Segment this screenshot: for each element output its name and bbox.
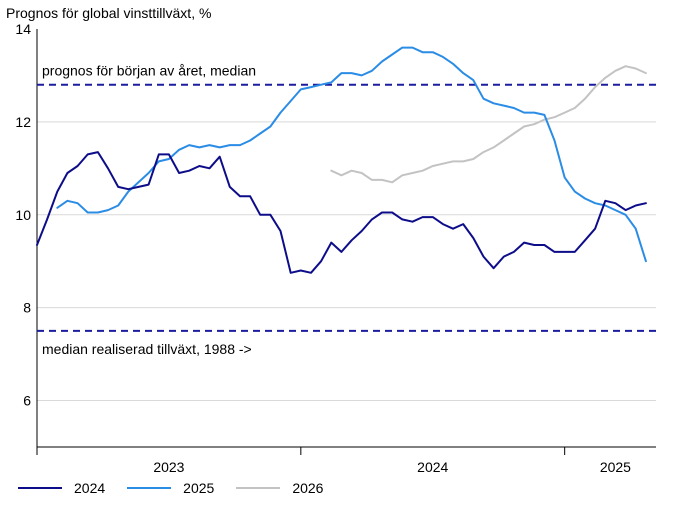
x-tick-label: 2024: [417, 459, 448, 475]
series-line-2026: [330, 65, 647, 184]
y-tick-label: 8: [23, 300, 31, 316]
realized-median-label: median realiserad tillväxt, 1988 ->: [42, 341, 252, 357]
x-tick-label: 2023: [153, 459, 184, 475]
series-lines: [36, 46, 647, 274]
legend-item-2025: 2025: [127, 480, 214, 496]
series-line-2024: [36, 151, 647, 274]
y-tick-label: 12: [15, 114, 31, 130]
start-of-year-median-label: prognos för början av året, median: [42, 63, 256, 79]
legend-label-2025: 2025: [183, 480, 215, 496]
grid-lines: [37, 121, 656, 402]
legend-item-2024: 2024: [18, 480, 105, 496]
y-tick-label: 14: [15, 21, 31, 37]
y-tick-label: 10: [15, 207, 31, 223]
series-line-2025: [56, 46, 647, 263]
chart-title: Prognos för global vinsttillväxt, %: [6, 5, 212, 21]
legend-swatch-2024: [18, 487, 62, 489]
legend-label-2024: 2024: [74, 480, 106, 496]
legend-item-2026: 2026: [236, 480, 323, 496]
axes: [36, 29, 656, 455]
legend-swatch-2026: [236, 487, 281, 489]
legend: 2024 2025 2026: [18, 480, 345, 496]
legend-label-2026: 2026: [292, 480, 324, 496]
x-tick-label: 2025: [600, 459, 631, 475]
reference-lines: prognos för början av året, median median…: [37, 63, 656, 357]
legend-swatch-2025: [127, 487, 172, 489]
tick-labels: 6 8 10 12 14 2023 2024 2025: [15, 21, 631, 475]
y-tick-label: 6: [23, 393, 31, 409]
